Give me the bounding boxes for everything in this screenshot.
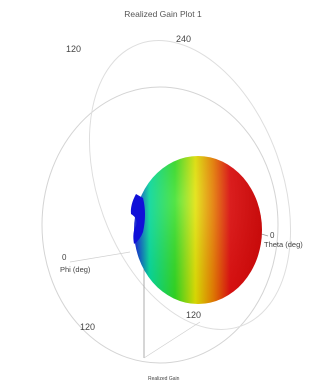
phi-zero-label: 0 xyxy=(62,253,67,262)
tick-label-bottom-right: 120 xyxy=(186,310,201,320)
theta-zero-label: 0 xyxy=(270,231,275,240)
tick-label-top-left: 120 xyxy=(66,44,81,54)
bottom-axis-label: Realized Gain xyxy=(148,376,180,382)
tick-label-bottom-left: 120 xyxy=(80,322,95,332)
phi-axis-label: Phi (deg) xyxy=(60,265,91,274)
tick-label-top: 240 xyxy=(176,34,191,44)
theta-axis-label: Theta (deg) xyxy=(264,240,303,249)
lobe-shading xyxy=(134,156,262,304)
bottom-axis-line xyxy=(144,322,200,358)
main-lobe xyxy=(131,156,262,304)
phi-axis-line xyxy=(70,252,130,262)
